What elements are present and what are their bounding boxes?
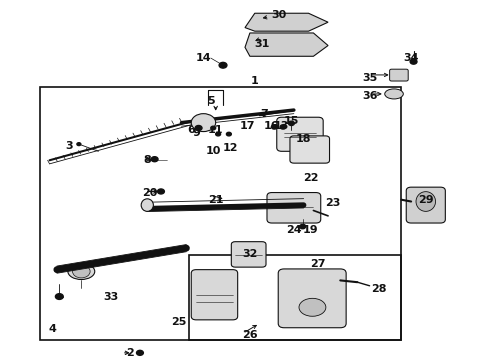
Text: 1: 1 — [251, 76, 259, 86]
Text: 3: 3 — [65, 141, 73, 151]
Circle shape — [158, 189, 164, 194]
Text: 35: 35 — [362, 73, 377, 83]
Text: 24: 24 — [286, 225, 302, 235]
Polygon shape — [245, 13, 328, 31]
Circle shape — [77, 143, 81, 145]
Ellipse shape — [385, 89, 403, 99]
Bar — [189, 255, 401, 339]
FancyBboxPatch shape — [277, 117, 323, 151]
FancyBboxPatch shape — [390, 69, 408, 81]
FancyBboxPatch shape — [290, 136, 330, 163]
Circle shape — [289, 121, 294, 126]
Text: 10: 10 — [205, 146, 221, 156]
Text: 34: 34 — [403, 53, 419, 63]
Ellipse shape — [299, 298, 326, 316]
Circle shape — [216, 132, 220, 136]
Circle shape — [271, 125, 277, 129]
Text: 14: 14 — [196, 53, 211, 63]
Polygon shape — [245, 33, 328, 56]
Text: 26: 26 — [242, 330, 258, 340]
Text: 7: 7 — [261, 109, 269, 119]
Text: 31: 31 — [254, 39, 270, 49]
Text: 16: 16 — [264, 121, 280, 131]
Text: 21: 21 — [208, 195, 223, 205]
Text: 30: 30 — [271, 10, 287, 20]
Circle shape — [55, 294, 63, 300]
Circle shape — [226, 132, 231, 136]
FancyBboxPatch shape — [191, 270, 238, 320]
FancyBboxPatch shape — [267, 193, 321, 223]
Circle shape — [191, 114, 216, 132]
Text: 5: 5 — [207, 96, 215, 106]
Text: 28: 28 — [371, 284, 387, 294]
Text: 36: 36 — [362, 91, 377, 101]
Circle shape — [300, 225, 306, 229]
Circle shape — [410, 59, 417, 64]
Text: 25: 25 — [172, 317, 187, 327]
Text: 13: 13 — [274, 121, 289, 131]
FancyBboxPatch shape — [278, 269, 346, 328]
FancyBboxPatch shape — [231, 242, 266, 267]
Ellipse shape — [68, 264, 95, 279]
Text: 9: 9 — [192, 129, 200, 138]
Circle shape — [211, 126, 216, 130]
Text: 27: 27 — [311, 259, 326, 269]
Circle shape — [137, 350, 144, 355]
Text: 6: 6 — [187, 125, 195, 135]
Bar — [40, 87, 401, 339]
Circle shape — [280, 125, 286, 129]
Ellipse shape — [141, 199, 153, 211]
Text: 33: 33 — [103, 292, 118, 302]
Circle shape — [151, 157, 158, 162]
Text: 8: 8 — [144, 155, 151, 165]
Text: 22: 22 — [303, 173, 318, 183]
FancyBboxPatch shape — [406, 187, 445, 223]
Ellipse shape — [416, 192, 436, 211]
Text: 17: 17 — [240, 121, 255, 131]
Text: 11: 11 — [208, 125, 223, 135]
Text: 29: 29 — [418, 195, 434, 205]
Text: 19: 19 — [303, 225, 319, 235]
Text: 18: 18 — [296, 134, 311, 144]
Text: 23: 23 — [325, 198, 341, 208]
Circle shape — [195, 126, 202, 131]
Text: 12: 12 — [222, 143, 238, 153]
Text: 4: 4 — [48, 324, 56, 334]
Text: 32: 32 — [242, 248, 258, 258]
Circle shape — [266, 39, 283, 51]
Text: 20: 20 — [142, 188, 157, 198]
Circle shape — [73, 265, 90, 278]
Text: 15: 15 — [284, 116, 299, 126]
Text: 2: 2 — [126, 348, 134, 358]
Circle shape — [219, 62, 227, 68]
